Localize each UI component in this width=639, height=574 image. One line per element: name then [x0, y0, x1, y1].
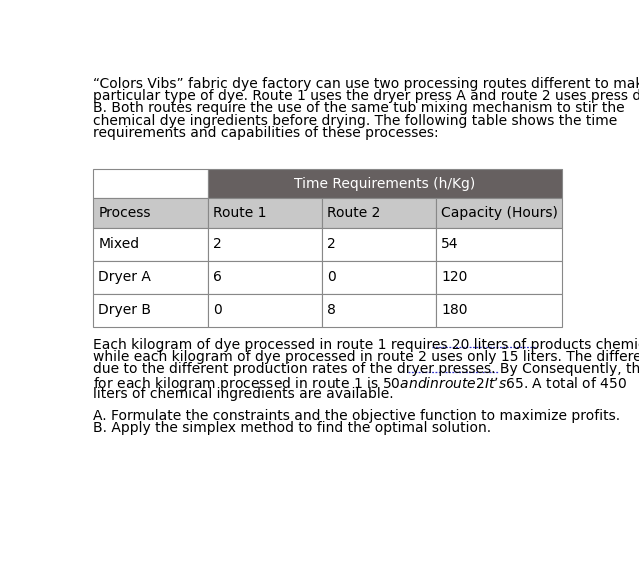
- Text: Capacity (Hours): Capacity (Hours): [441, 206, 558, 220]
- Text: Route 2: Route 2: [327, 206, 380, 220]
- Bar: [93, 198, 208, 227]
- Bar: [208, 169, 562, 198]
- Bar: [436, 294, 562, 327]
- Bar: [321, 198, 436, 227]
- Bar: [321, 294, 436, 327]
- Text: 2: 2: [327, 237, 336, 251]
- Text: Process: Process: [98, 206, 151, 220]
- Bar: [93, 261, 208, 294]
- Text: Dryer A: Dryer A: [98, 270, 151, 284]
- Bar: [208, 227, 321, 261]
- Text: 54: 54: [441, 237, 459, 251]
- Text: while each kilogram of dye processed in route 2 uses only 15 liters. The differe: while each kilogram of dye processed in …: [93, 350, 639, 364]
- Text: chemical dye ingredients before drying. The following table shows the time: chemical dye ingredients before drying. …: [93, 114, 617, 127]
- Bar: [208, 294, 321, 327]
- Text: A. Formulate the constraints and the objective function to maximize profits.: A. Formulate the constraints and the obj…: [93, 409, 620, 423]
- Bar: [93, 294, 208, 327]
- Text: requirements and capabilities of these processes:: requirements and capabilities of these p…: [93, 126, 439, 140]
- Bar: [436, 198, 562, 227]
- Text: Route 1: Route 1: [213, 206, 266, 220]
- Text: B. Apply the simplex method to find the optimal solution.: B. Apply the simplex method to find the …: [93, 421, 491, 436]
- Text: particular type of dye. Route 1 uses the dryer press A and route 2 uses press dr: particular type of dye. Route 1 uses the…: [93, 89, 639, 103]
- Text: Time Requirements (h/Kg): Time Requirements (h/Kg): [294, 177, 475, 191]
- Text: 180: 180: [441, 303, 468, 317]
- Text: Each kilogram of dye processed in route 1 requires 20 liters of products chemica: Each kilogram of dye processed in route …: [93, 338, 639, 352]
- Text: B. Both routes require the use of the same tub mixing mechanism to stir the: B. Both routes require the use of the sa…: [93, 101, 625, 115]
- Bar: [93, 227, 208, 261]
- Bar: [321, 227, 436, 261]
- Bar: [208, 261, 321, 294]
- Text: for each kilogram processed in route 1 is $50 and in route 2 It’s $65. A total o: for each kilogram processed in route 1 i…: [93, 375, 627, 393]
- Text: 0: 0: [213, 303, 222, 317]
- Bar: [436, 227, 562, 261]
- Text: “Colors Vibs” fabric dye factory can use two processing routes different to make: “Colors Vibs” fabric dye factory can use…: [93, 76, 639, 91]
- Text: 120: 120: [441, 270, 467, 284]
- Text: due to the different production rates of the dryer presses. By Consequently, the: due to the different production rates of…: [93, 362, 639, 376]
- Text: Dryer B: Dryer B: [98, 303, 151, 317]
- Bar: [321, 261, 436, 294]
- Text: liters of chemical ingredients are available.: liters of chemical ingredients are avail…: [93, 387, 394, 401]
- Text: 6: 6: [213, 270, 222, 284]
- Bar: [208, 198, 321, 227]
- Bar: [93, 169, 208, 198]
- Text: 0: 0: [327, 270, 336, 284]
- Text: Mixed: Mixed: [98, 237, 139, 251]
- Text: 2: 2: [213, 237, 222, 251]
- Text: 8: 8: [327, 303, 336, 317]
- Bar: [436, 261, 562, 294]
